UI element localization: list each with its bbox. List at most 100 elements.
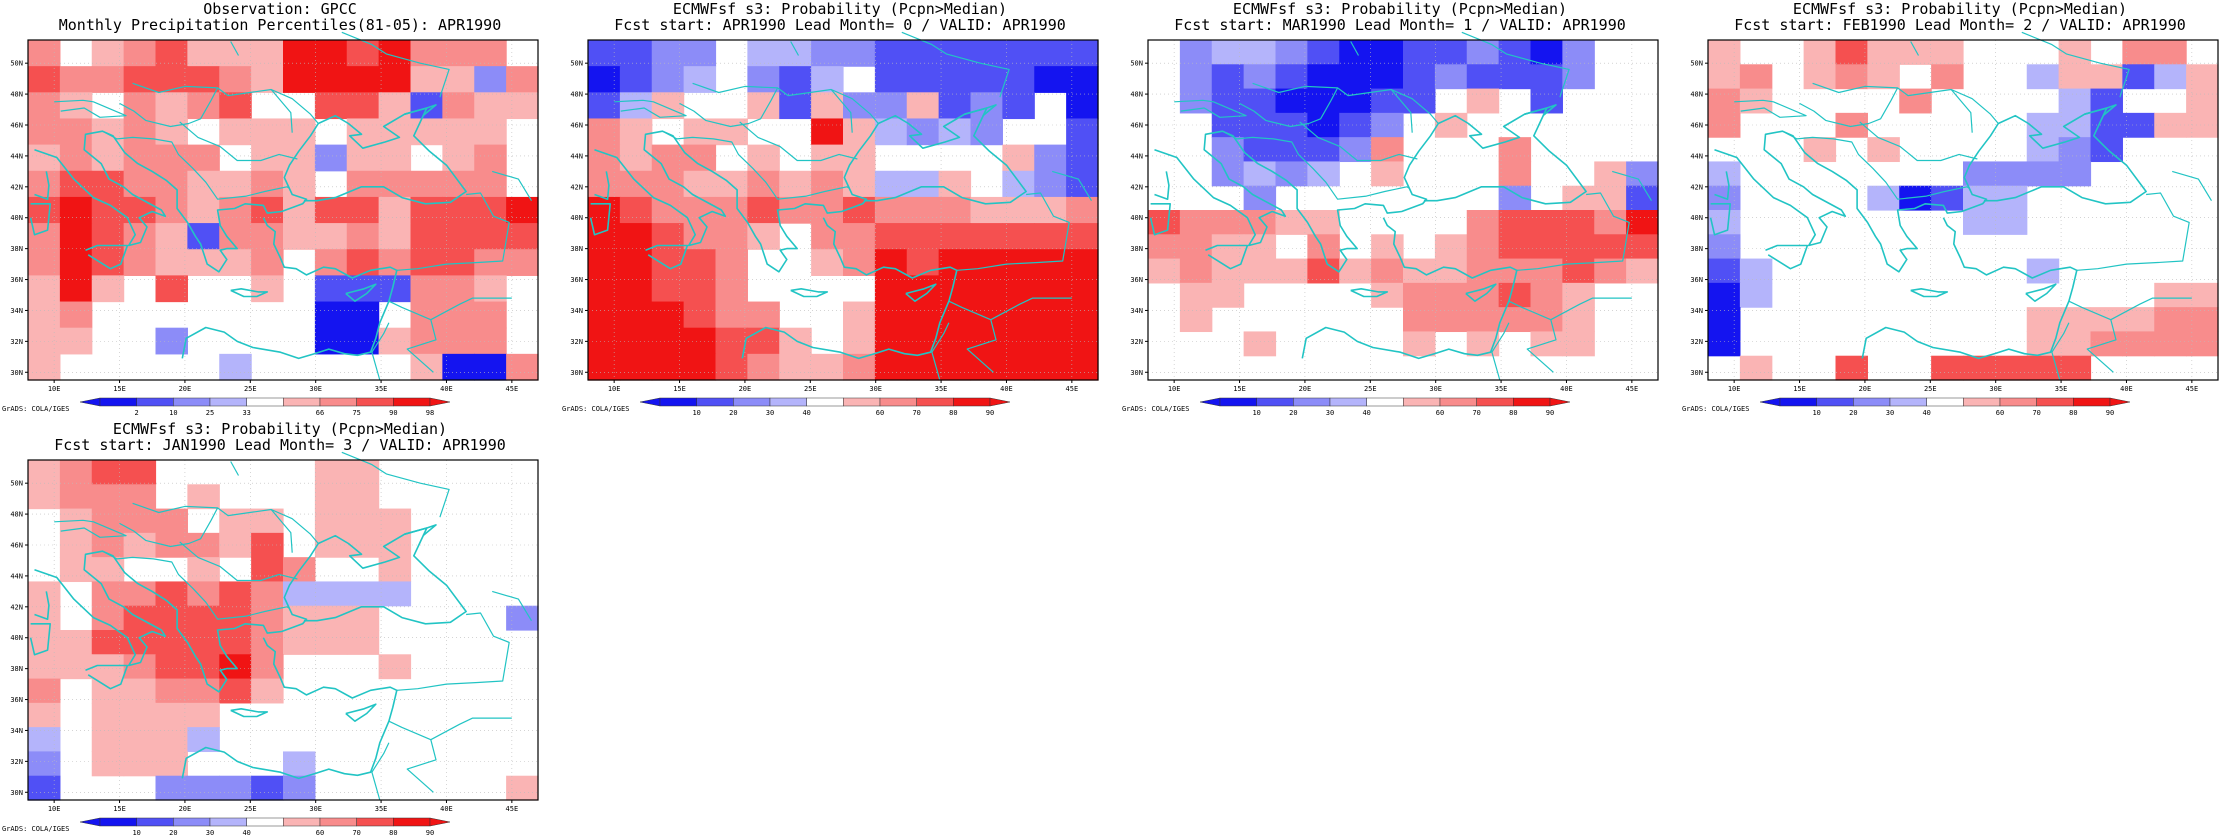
grid-cell xyxy=(346,630,380,655)
map-panel-lead-2: ECMWFsf s3: Probability (Pcpn>Median) Fc… xyxy=(1680,0,2240,420)
grid-cell xyxy=(378,557,412,583)
lat-label: 32N xyxy=(10,758,23,766)
grid-cell xyxy=(1002,301,1035,329)
grid-cell xyxy=(619,144,653,172)
colorbar-swatch xyxy=(806,397,844,407)
grid-cell xyxy=(2026,112,2060,138)
country-border xyxy=(54,519,127,538)
grid-cell xyxy=(283,223,316,250)
grid-cell xyxy=(715,249,748,276)
lon-label: 35E xyxy=(935,385,948,393)
grid-cell xyxy=(747,40,780,67)
grid-cell xyxy=(314,301,348,329)
grid-cell xyxy=(1562,234,1595,260)
grid-cell xyxy=(283,630,316,655)
grid-cell xyxy=(1835,355,1868,381)
grid-cell xyxy=(410,301,443,329)
grid-cell xyxy=(1835,64,1868,90)
grid-cell xyxy=(906,118,940,146)
grid-cell xyxy=(1626,161,1659,187)
grid-cell xyxy=(1211,64,1245,90)
grid-cell xyxy=(970,223,1003,250)
grid-cell xyxy=(1530,40,1563,65)
grid-cell xyxy=(843,301,876,329)
grid-cell xyxy=(1275,64,1308,90)
grid-cell xyxy=(1211,137,1245,163)
grid-cell xyxy=(1066,118,1099,146)
grid-cell xyxy=(91,678,125,704)
grid-cell xyxy=(91,727,125,753)
grid-cell xyxy=(906,223,940,250)
grid-cell xyxy=(1931,185,1964,211)
grid-cell xyxy=(28,40,61,67)
grads-credit: GrADS: COLA/IGES xyxy=(2,825,70,833)
grid-cell xyxy=(970,275,1003,303)
colorbar-label: 10 xyxy=(132,829,140,837)
grid-cell xyxy=(938,40,972,67)
grid-cell xyxy=(1307,40,1340,65)
grid-cell xyxy=(1002,40,1035,67)
lon-label: 10E xyxy=(1168,385,1181,393)
grid-cell xyxy=(91,751,125,777)
grid-cell xyxy=(219,775,252,801)
grid-cell xyxy=(874,275,908,303)
grid-cell xyxy=(683,301,717,329)
country-border xyxy=(371,742,390,801)
grid-cell xyxy=(314,630,348,655)
grid-cell xyxy=(219,66,252,93)
lat-label: 50N xyxy=(1130,60,1143,68)
coastline xyxy=(905,283,937,303)
grid-cell xyxy=(251,275,284,303)
grid-cell xyxy=(442,118,475,146)
colorbar-label: 90 xyxy=(986,409,994,417)
grid-cell xyxy=(1466,307,1500,333)
grid-cell xyxy=(1034,223,1067,250)
lat-label: 46N xyxy=(570,122,583,130)
grid-cell xyxy=(1835,112,1868,138)
grid-cell xyxy=(1339,112,1372,138)
plot-frame xyxy=(587,39,1099,381)
country-border xyxy=(1252,82,1439,124)
grid-cell xyxy=(1275,112,1308,138)
grid-cell xyxy=(874,66,908,93)
lon-label: 15E xyxy=(673,385,686,393)
grid-cell xyxy=(91,605,125,631)
country-border xyxy=(396,612,510,691)
grid-cell xyxy=(1243,331,1277,357)
coastline xyxy=(1714,171,1730,200)
grid-cell xyxy=(1708,282,1741,308)
colorbar-label: 10 xyxy=(692,409,700,417)
grid-cell xyxy=(874,196,908,224)
grid-cell xyxy=(1307,161,1340,187)
grid-cell xyxy=(346,144,380,172)
lat-label: 36N xyxy=(570,276,583,284)
grid-cell xyxy=(2154,40,2187,65)
grid-cell xyxy=(588,249,621,276)
grid-cell xyxy=(1466,234,1500,260)
country-border xyxy=(948,297,1072,321)
grid-cell xyxy=(1066,66,1099,93)
plot-frame xyxy=(1147,39,1659,381)
grid-cell xyxy=(378,327,412,355)
country-border xyxy=(2051,322,2070,381)
grid-cell xyxy=(506,353,539,381)
coastline xyxy=(34,171,50,200)
country-border xyxy=(2086,319,2117,373)
grid-cell xyxy=(588,118,621,146)
lon-label: 30E xyxy=(309,385,322,393)
grid-cell xyxy=(283,775,316,801)
grid-cell xyxy=(2186,307,2219,333)
grid-cell xyxy=(2026,161,2060,187)
grid-cell xyxy=(1434,64,1468,90)
grid-cell xyxy=(1931,64,1964,90)
grid-cell xyxy=(588,353,621,381)
lat-label: 32N xyxy=(10,338,23,346)
grid-cell xyxy=(1708,112,1741,138)
grid-cell xyxy=(811,40,844,67)
grid-cell xyxy=(187,144,220,172)
grid-cell xyxy=(1994,355,2028,381)
grid-cell xyxy=(155,581,188,607)
country-border xyxy=(1491,322,1510,381)
grid-cell xyxy=(474,40,507,67)
colorbar-swatch xyxy=(1779,397,1817,407)
